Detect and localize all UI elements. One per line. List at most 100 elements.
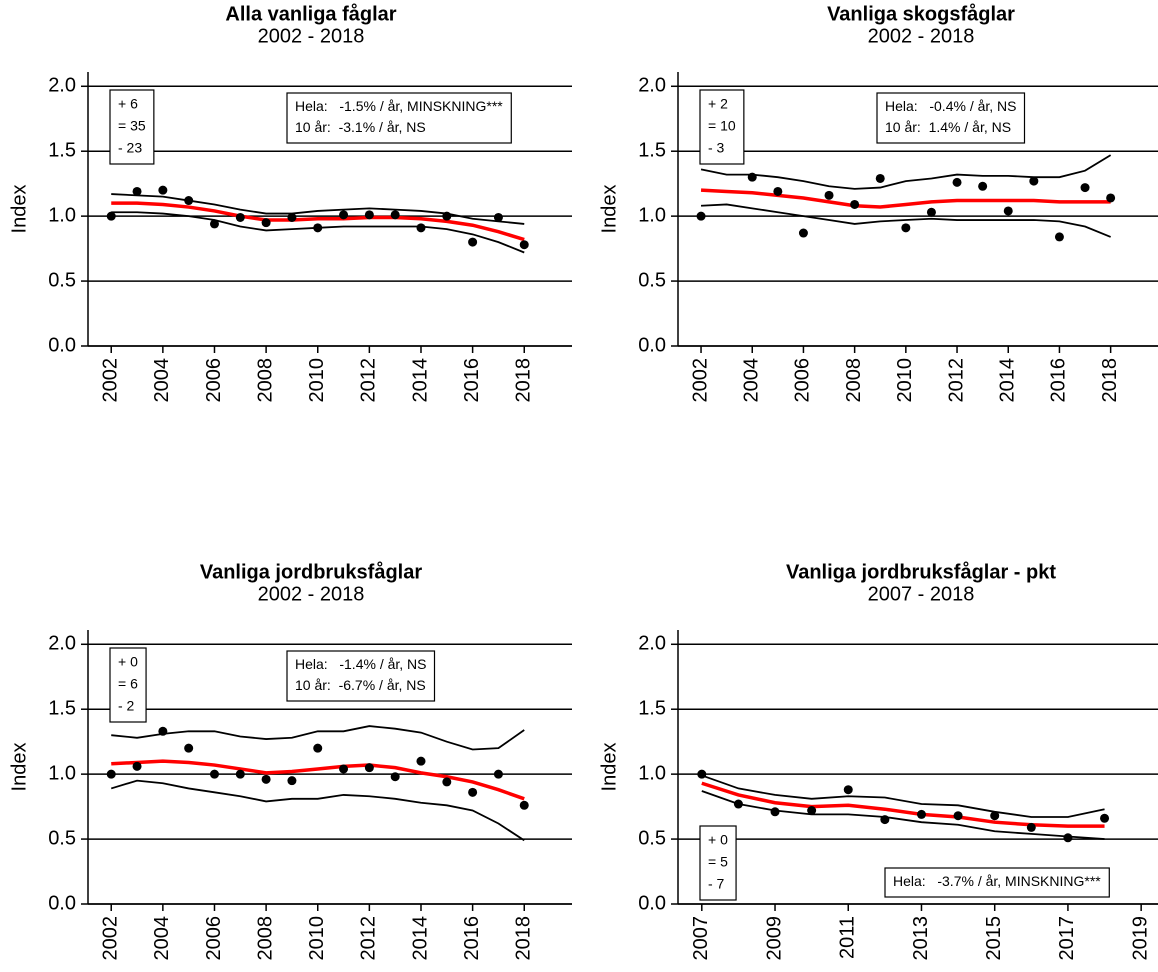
- data-point: [1029, 176, 1039, 186]
- legend-box: [109, 89, 155, 165]
- y-axis-label: Index: [8, 743, 30, 792]
- counts-text: - 7: [708, 876, 725, 892]
- counts-box: + 0 = 5 - 7: [699, 825, 737, 901]
- data-point: [519, 800, 529, 810]
- data-point: [287, 212, 297, 222]
- stats-box: Hela: -1.5% / år, MINSKNING*** 10 år: -3.…: [286, 92, 512, 144]
- x-tick-label: 2002: [689, 358, 711, 403]
- confidence-line: [700, 154, 1112, 190]
- data-point: [493, 212, 503, 222]
- x-tick-label: 2008: [254, 358, 276, 403]
- counts-box: + 6 = 35 - 23: [109, 89, 155, 165]
- chart-title: Vanliga jordbruksfåglar: [200, 560, 423, 583]
- counts-text: = 35: [118, 118, 146, 134]
- data-point: [1100, 813, 1110, 823]
- x-tick-label: 2008: [254, 916, 276, 961]
- confidence-line: [700, 203, 1111, 238]
- data-point: [696, 211, 706, 221]
- data-point: [442, 777, 452, 787]
- x-tick-label: 2009: [763, 916, 785, 961]
- x-tick-label: 2007: [690, 916, 712, 961]
- y-tick-label: 2.0: [638, 633, 666, 655]
- trend-line: [701, 781, 1105, 828]
- legend-box: [876, 92, 1026, 144]
- x-tick-label: 2004: [151, 916, 173, 961]
- data-point: [468, 237, 478, 247]
- y-tick-label: 0.0: [48, 892, 76, 914]
- x-tick-label: 2004: [151, 358, 173, 403]
- y-tick-label: 0.0: [48, 334, 76, 356]
- data-point: [339, 764, 349, 774]
- data-point: [1003, 206, 1013, 216]
- trend-line: [111, 201, 525, 242]
- y-axis-label: Index: [598, 185, 620, 234]
- x-tick-label: 2016: [461, 916, 483, 961]
- data-point: [953, 811, 963, 821]
- stats-text: Hela: -0.4% / år, NS: [885, 98, 1017, 114]
- legend-box: [699, 89, 745, 165]
- data-point: [158, 185, 168, 195]
- counts-text: = 6: [118, 676, 138, 692]
- chart-title: Vanliga jordbruksfåglar - pkt: [786, 560, 1056, 583]
- data-point: [158, 726, 168, 736]
- legend-box: [109, 647, 147, 723]
- data-point: [106, 769, 116, 779]
- stats-text: Hela: -1.5% / år, MINSKNING***: [295, 98, 503, 114]
- y-tick-label: 1.5: [48, 139, 76, 161]
- counts-text: + 0: [118, 654, 138, 670]
- data-point: [313, 743, 323, 753]
- counts-text: = 5: [708, 854, 728, 870]
- data-point: [875, 173, 885, 183]
- data-point: [1063, 833, 1073, 843]
- x-tick-label: 2012: [358, 916, 380, 961]
- x-tick-label: 2010: [894, 358, 916, 403]
- x-tick-label: 2006: [792, 358, 814, 403]
- data-point: [901, 223, 911, 233]
- data-point: [339, 210, 349, 220]
- data-point: [390, 772, 400, 782]
- y-tick-label: 2.0: [638, 75, 666, 97]
- chart-subtitle: 2007 - 2018: [868, 583, 975, 605]
- x-tick-label: 2008: [843, 358, 865, 403]
- data-point: [1054, 232, 1064, 242]
- stats-text: Hela: -3.7% / år, MINSKNING***: [893, 873, 1101, 889]
- chart-title: Alla vanliga fåglar: [225, 2, 396, 25]
- data-point: [798, 228, 808, 238]
- x-tick-label: 2013: [910, 916, 932, 961]
- data-point: [1106, 193, 1116, 203]
- stats-text: 10 år: -6.7% / år, NS: [295, 677, 426, 693]
- data-point: [843, 785, 853, 795]
- data-point: [235, 212, 245, 222]
- data-point: [697, 769, 707, 779]
- data-point: [468, 787, 478, 797]
- x-tick-label: 2015: [983, 916, 1005, 961]
- data-point: [416, 223, 426, 233]
- y-axis-label: Index: [598, 743, 620, 792]
- y-tick-label: 2.0: [48, 633, 76, 655]
- data-point: [519, 240, 529, 250]
- stats-box: Hela: -1.4% / år, NS 10 år: -6.7% / år, N…: [286, 650, 436, 702]
- y-axis-label: Index: [8, 185, 30, 234]
- x-tick-label: 2012: [945, 358, 967, 403]
- x-tick-label: 2006: [203, 358, 225, 403]
- x-tick-label: 2012: [358, 358, 380, 403]
- y-tick-label: 1.0: [48, 762, 76, 784]
- data-point: [442, 211, 452, 221]
- y-tick-label: 0.5: [638, 269, 666, 291]
- x-tick-label: 2002: [100, 916, 122, 961]
- counts-box: + 2 = 10 - 3: [699, 89, 745, 165]
- data-point: [209, 769, 219, 779]
- legend-box: [286, 650, 436, 702]
- data-point: [807, 806, 817, 816]
- chart-subtitle: 2002 - 2018: [258, 25, 365, 47]
- x-tick-label: 2019: [1129, 916, 1151, 961]
- y-tick-label: 1.0: [638, 762, 666, 784]
- y-tick-label: 1.5: [638, 139, 666, 161]
- x-tick-label: 2014: [997, 358, 1019, 403]
- y-tick-label: 1.5: [638, 697, 666, 719]
- y-tick-label: 1.0: [48, 204, 76, 226]
- y-tick-label: 2.0: [48, 75, 76, 97]
